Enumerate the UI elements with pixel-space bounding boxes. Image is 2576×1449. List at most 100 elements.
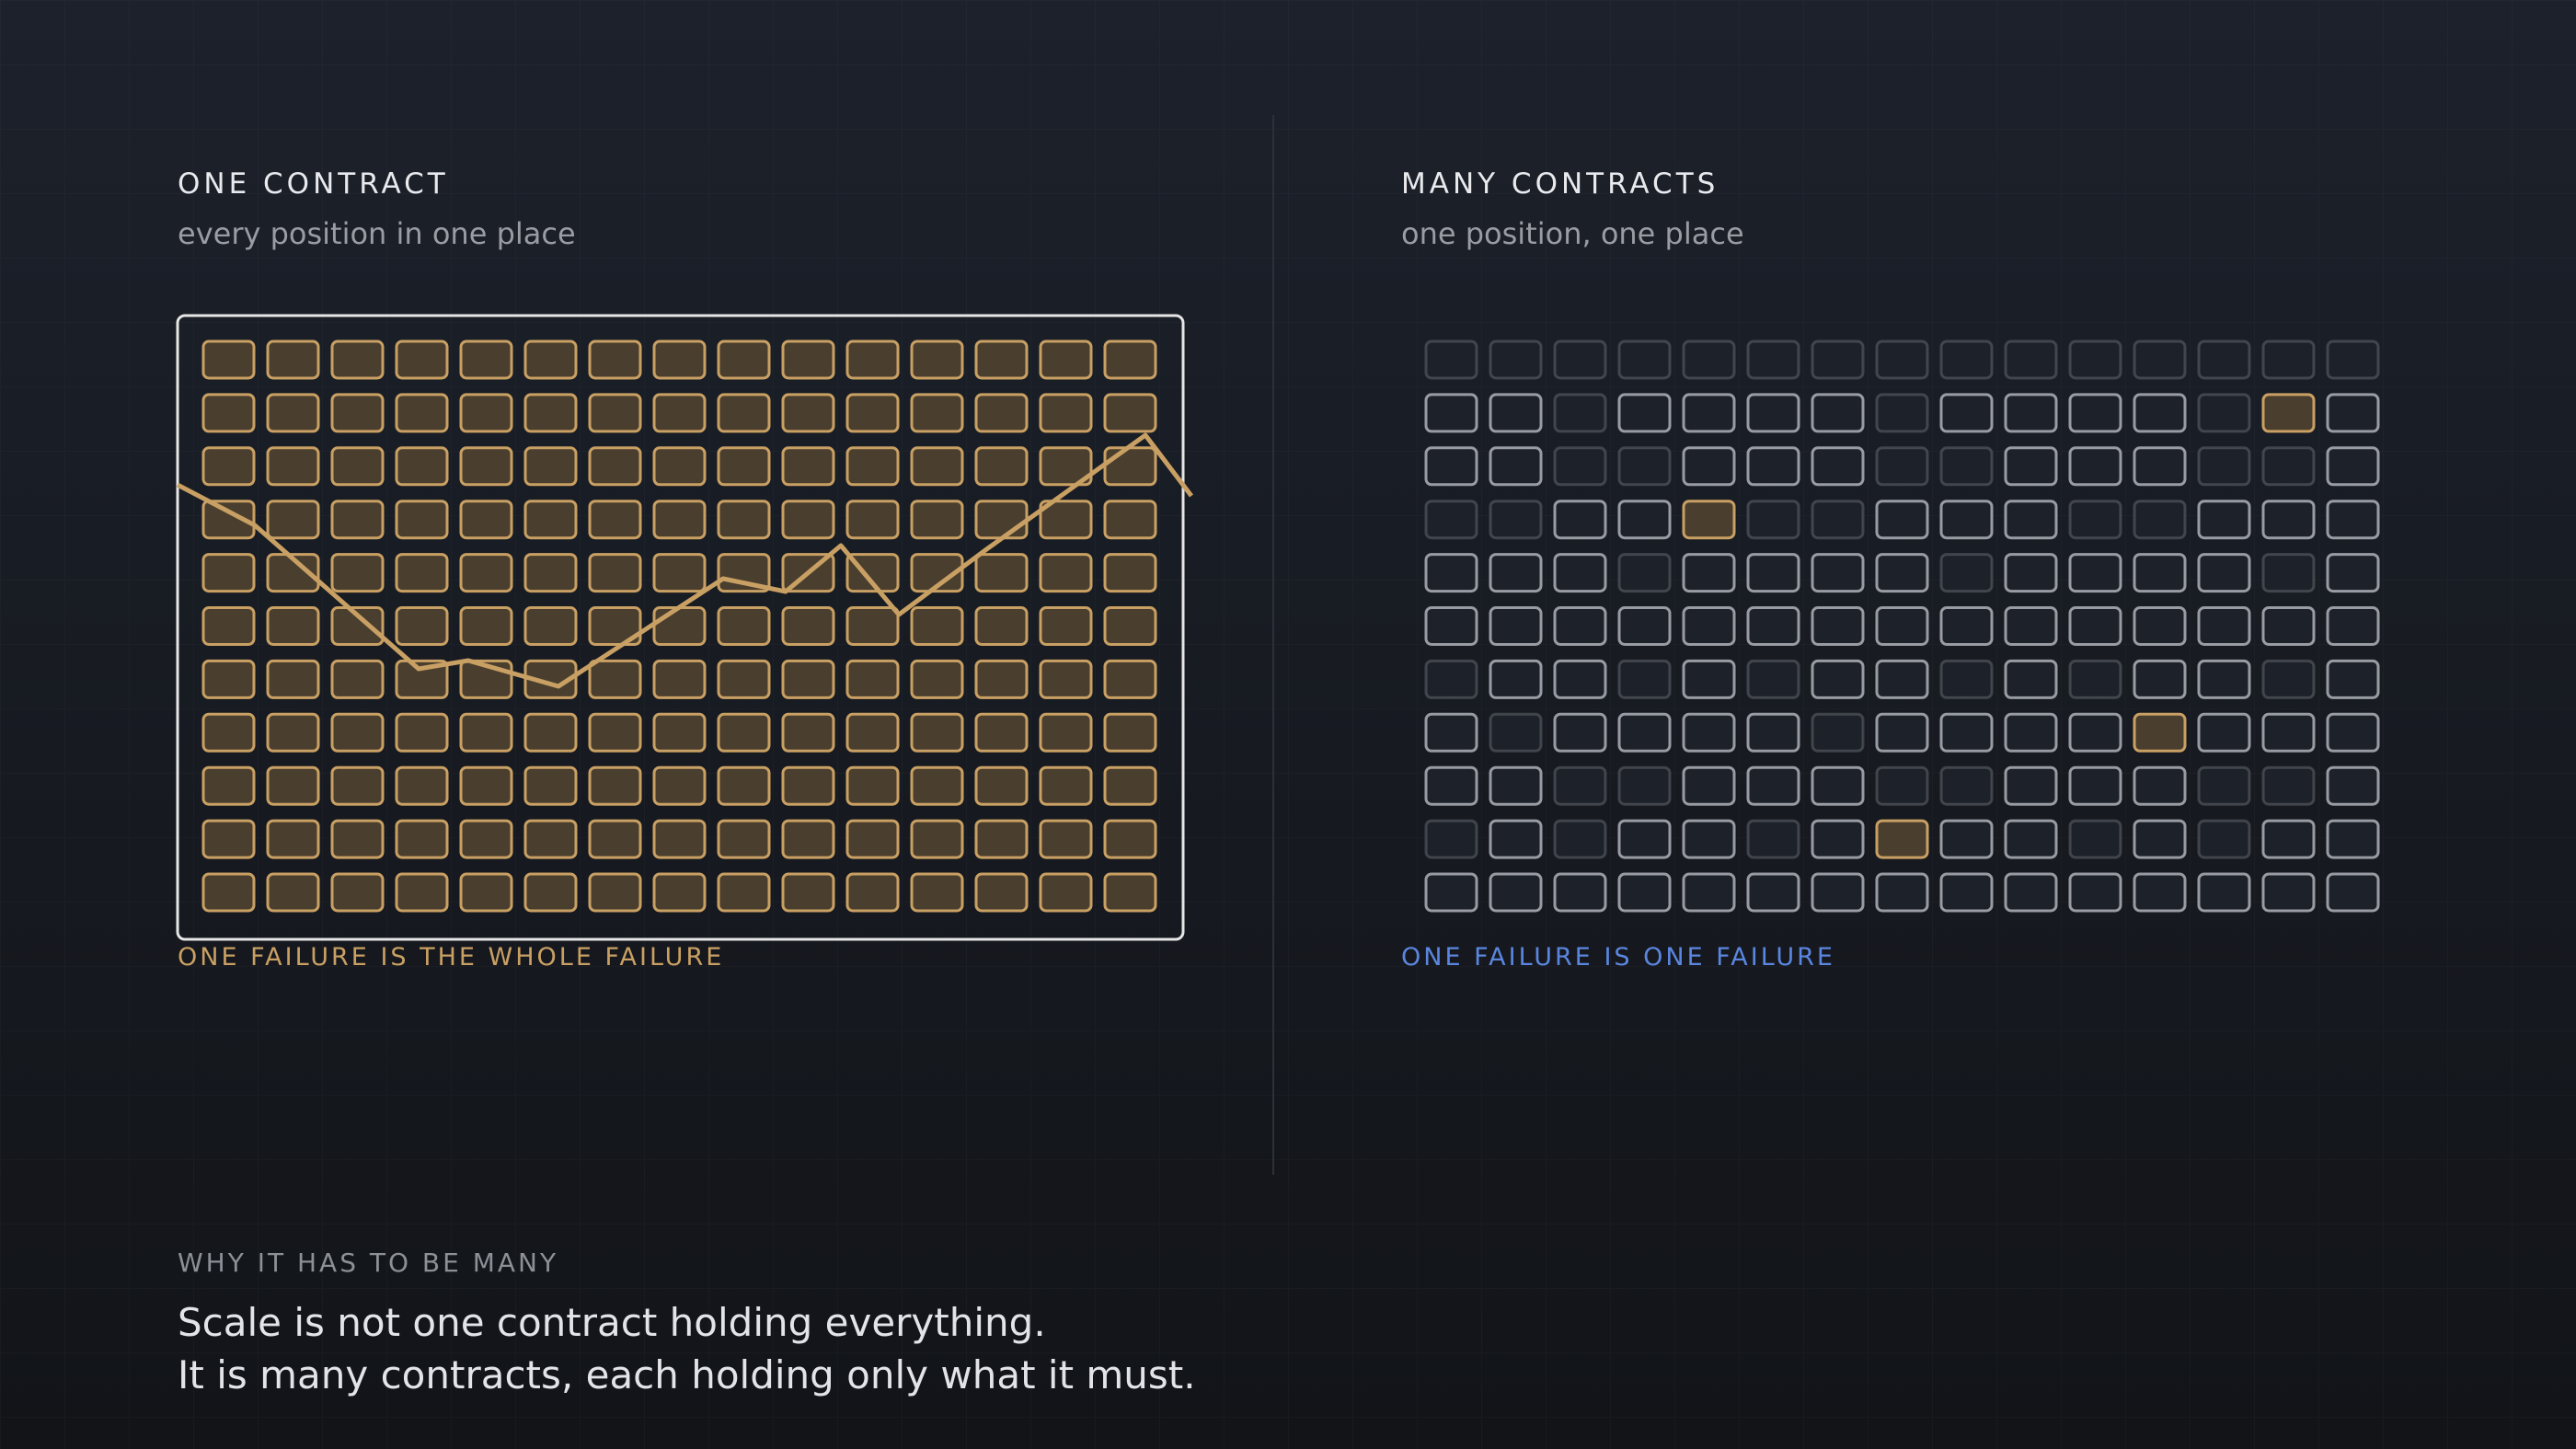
cell	[2326, 553, 2380, 593]
cell	[1682, 872, 1736, 913]
cell	[1489, 446, 1543, 487]
cell	[1811, 339, 1865, 380]
cell	[2133, 339, 2187, 380]
cell	[1489, 659, 1543, 699]
cell	[330, 393, 385, 433]
cell	[1746, 393, 1800, 433]
cell	[1746, 446, 1800, 487]
cell	[459, 712, 513, 753]
cell	[1875, 553, 1929, 593]
cell	[395, 659, 449, 699]
trend-line	[176, 432, 1193, 689]
cell	[201, 339, 256, 380]
cell	[781, 659, 835, 699]
cell	[1875, 500, 1929, 540]
cell	[1553, 765, 1607, 806]
cell	[523, 553, 578, 593]
cell	[1039, 500, 1093, 540]
cell	[781, 765, 835, 806]
cell	[1553, 446, 1607, 487]
cell	[1424, 659, 1478, 699]
cell	[845, 765, 900, 806]
cell	[201, 500, 256, 540]
cell	[652, 765, 707, 806]
cell	[330, 446, 385, 487]
cell	[459, 606, 513, 646]
cell	[2004, 819, 2058, 859]
cell	[395, 393, 449, 433]
cell	[2068, 393, 2122, 433]
cell	[1103, 500, 1157, 540]
cell	[1489, 553, 1543, 593]
cell	[652, 339, 707, 380]
cell	[974, 819, 1029, 859]
cell	[1682, 339, 1736, 380]
cell	[1746, 659, 1800, 699]
cell	[1617, 553, 1672, 593]
cell	[2004, 339, 2058, 380]
cell	[652, 712, 707, 753]
cell	[266, 393, 320, 433]
panel-title: ONE CONTRACT	[178, 167, 449, 201]
cell	[1617, 393, 1672, 433]
cell	[1039, 446, 1093, 487]
cell	[523, 446, 578, 487]
cell	[2261, 765, 2316, 806]
cell	[1553, 393, 1607, 433]
cell	[781, 606, 835, 646]
cell	[1424, 872, 1478, 913]
right-grid	[1424, 339, 2380, 913]
cell	[652, 553, 707, 593]
cell	[395, 765, 449, 806]
cell	[588, 553, 642, 593]
cell	[974, 606, 1029, 646]
cell	[395, 500, 449, 540]
cell	[1489, 819, 1543, 859]
cell	[2326, 606, 2380, 646]
cell	[1553, 339, 1607, 380]
cell	[910, 819, 964, 859]
cell	[1489, 765, 1543, 806]
cell	[845, 446, 900, 487]
cell	[1553, 659, 1607, 699]
cell	[910, 606, 964, 646]
cell	[2261, 393, 2316, 433]
cell	[2326, 872, 2380, 913]
cell	[1875, 872, 1929, 913]
cell	[1617, 872, 1672, 913]
cell	[1746, 765, 1800, 806]
cell	[2068, 606, 2122, 646]
cell	[2068, 819, 2122, 859]
cell	[974, 872, 1029, 913]
cell	[1617, 446, 1672, 487]
cell	[1811, 819, 1865, 859]
cell	[588, 765, 642, 806]
cell	[1875, 819, 1929, 859]
cell	[2068, 446, 2122, 487]
cell	[1424, 500, 1478, 540]
cell	[1875, 446, 1929, 487]
cell	[2261, 446, 2316, 487]
cell	[201, 819, 256, 859]
cell	[1939, 606, 1994, 646]
footer-line: It is many contracts, each holding only …	[178, 1352, 1196, 1397]
cell	[2326, 393, 2380, 433]
cell	[588, 393, 642, 433]
cell	[781, 393, 835, 433]
cell	[1617, 765, 1672, 806]
cell	[717, 606, 771, 646]
cell	[266, 765, 320, 806]
cell	[845, 712, 900, 753]
cell	[266, 446, 320, 487]
cell	[1811, 393, 1865, 433]
cell	[974, 446, 1029, 487]
cell	[201, 606, 256, 646]
cell	[1103, 446, 1157, 487]
cell	[2068, 339, 2122, 380]
cell	[1039, 872, 1093, 913]
cell	[1103, 553, 1157, 593]
cell	[717, 659, 771, 699]
cell	[1103, 819, 1157, 859]
cell	[459, 553, 513, 593]
cell	[2326, 500, 2380, 540]
